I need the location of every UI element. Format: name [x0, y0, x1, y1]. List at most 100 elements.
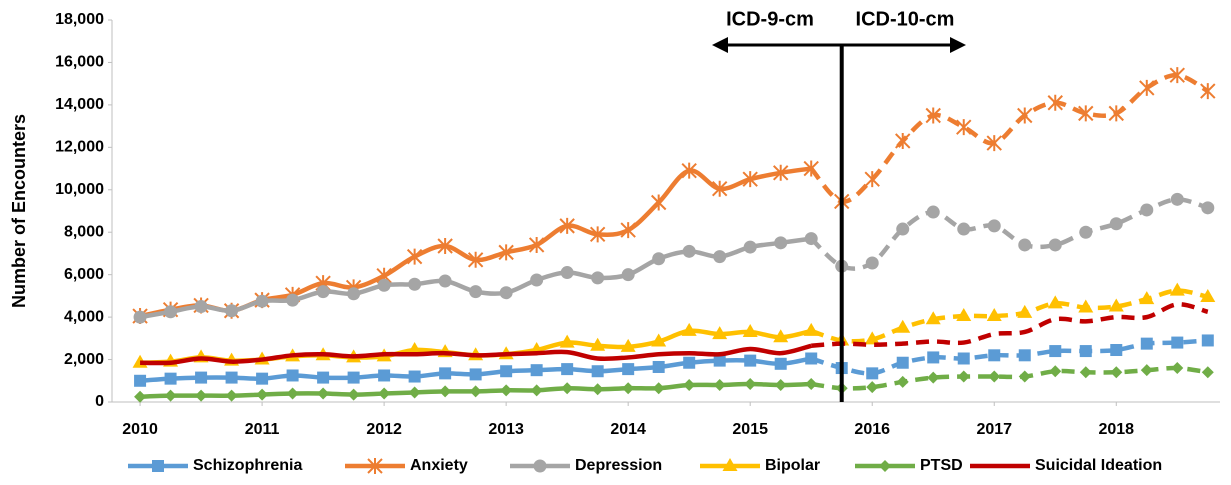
- marker: [164, 389, 177, 402]
- marker: [152, 460, 164, 472]
- marker: [1079, 225, 1093, 239]
- legend-item: PTSD: [855, 457, 963, 474]
- marker: [1110, 366, 1123, 379]
- legend-label: Anxiety: [410, 457, 468, 474]
- marker: [957, 222, 971, 236]
- marker: [927, 371, 940, 384]
- marker: [1140, 364, 1153, 377]
- marker: [957, 352, 970, 365]
- marker: [1049, 345, 1062, 358]
- marker: [225, 304, 239, 318]
- marker: [682, 244, 696, 258]
- marker: [1079, 366, 1092, 379]
- marker: [866, 367, 879, 380]
- x-tick-label: 2014: [610, 421, 646, 438]
- marker: [1018, 370, 1031, 383]
- marker: [866, 381, 879, 394]
- marker: [367, 458, 383, 474]
- marker: [896, 356, 909, 369]
- marker: [896, 375, 909, 388]
- marker: [1108, 105, 1124, 122]
- y-tick-label: 12,000: [55, 139, 104, 156]
- marker: [772, 164, 789, 181]
- marker: [1140, 203, 1154, 217]
- marker: [134, 390, 147, 403]
- marker: [986, 135, 1002, 152]
- marker: [1078, 105, 1094, 122]
- marker: [864, 331, 880, 345]
- marker: [500, 365, 513, 378]
- legend-item: Anxiety: [345, 457, 468, 474]
- marker: [1109, 217, 1123, 231]
- marker: [378, 387, 391, 400]
- x-tick-label: 2010: [122, 421, 158, 438]
- marker: [408, 386, 421, 399]
- marker: [1049, 365, 1062, 378]
- y-tick-label: 6,000: [64, 266, 104, 283]
- marker: [743, 240, 757, 254]
- annotation: ICD-10-cm: [856, 8, 955, 30]
- x-tick-label: 2015: [732, 421, 768, 438]
- marker: [622, 363, 635, 376]
- marker: [438, 274, 452, 288]
- marker: [439, 385, 452, 398]
- marker: [561, 363, 574, 376]
- line: [811, 302, 1209, 349]
- legend-marker: [367, 458, 383, 474]
- marker: [528, 236, 545, 253]
- line: [809, 72, 1209, 204]
- marker: [164, 372, 177, 385]
- series: [134, 362, 1214, 403]
- marker: [681, 322, 697, 336]
- marker: [713, 250, 727, 264]
- marker: [773, 329, 789, 343]
- marker: [722, 458, 738, 471]
- marker: [591, 365, 604, 378]
- marker: [683, 379, 696, 392]
- marker: [559, 334, 575, 348]
- x-tick-label: 2017: [976, 421, 1012, 438]
- x-tick-label: 2018: [1098, 421, 1134, 438]
- marker: [1048, 238, 1062, 252]
- marker: [1201, 366, 1214, 379]
- x-tick-label: 2016: [854, 421, 890, 438]
- marker: [879, 460, 891, 472]
- marker: [225, 371, 238, 384]
- marker: [865, 256, 879, 270]
- marker: [925, 107, 941, 124]
- marker: [1079, 345, 1092, 358]
- marker: [437, 238, 453, 255]
- marker: [347, 388, 360, 401]
- marker: [742, 171, 758, 188]
- marker: [1110, 344, 1123, 357]
- marker: [774, 236, 788, 250]
- marker: [439, 367, 452, 380]
- marker: [256, 372, 269, 385]
- marker: [803, 160, 819, 177]
- marker: [1018, 238, 1032, 252]
- marker: [956, 308, 972, 322]
- y-tick-label: 18,000: [55, 11, 104, 28]
- marker: [1140, 337, 1153, 350]
- marker: [559, 217, 575, 234]
- marker: [591, 271, 605, 285]
- marker: [195, 389, 208, 402]
- legend-item: Depression: [510, 457, 662, 474]
- marker: [316, 285, 330, 299]
- marker: [377, 278, 391, 292]
- marker: [407, 342, 423, 356]
- legend-marker: [722, 458, 738, 471]
- legend-marker: [879, 460, 891, 472]
- marker: [988, 370, 1001, 383]
- y-tick-label: 4,000: [64, 308, 104, 325]
- marker: [803, 322, 819, 336]
- marker: [988, 349, 1001, 362]
- marker: [498, 244, 514, 261]
- marker: [286, 387, 299, 400]
- marker: [986, 308, 1002, 322]
- marker: [591, 383, 604, 396]
- marker: [1200, 83, 1216, 100]
- marker: [195, 371, 208, 384]
- marker: [469, 368, 482, 381]
